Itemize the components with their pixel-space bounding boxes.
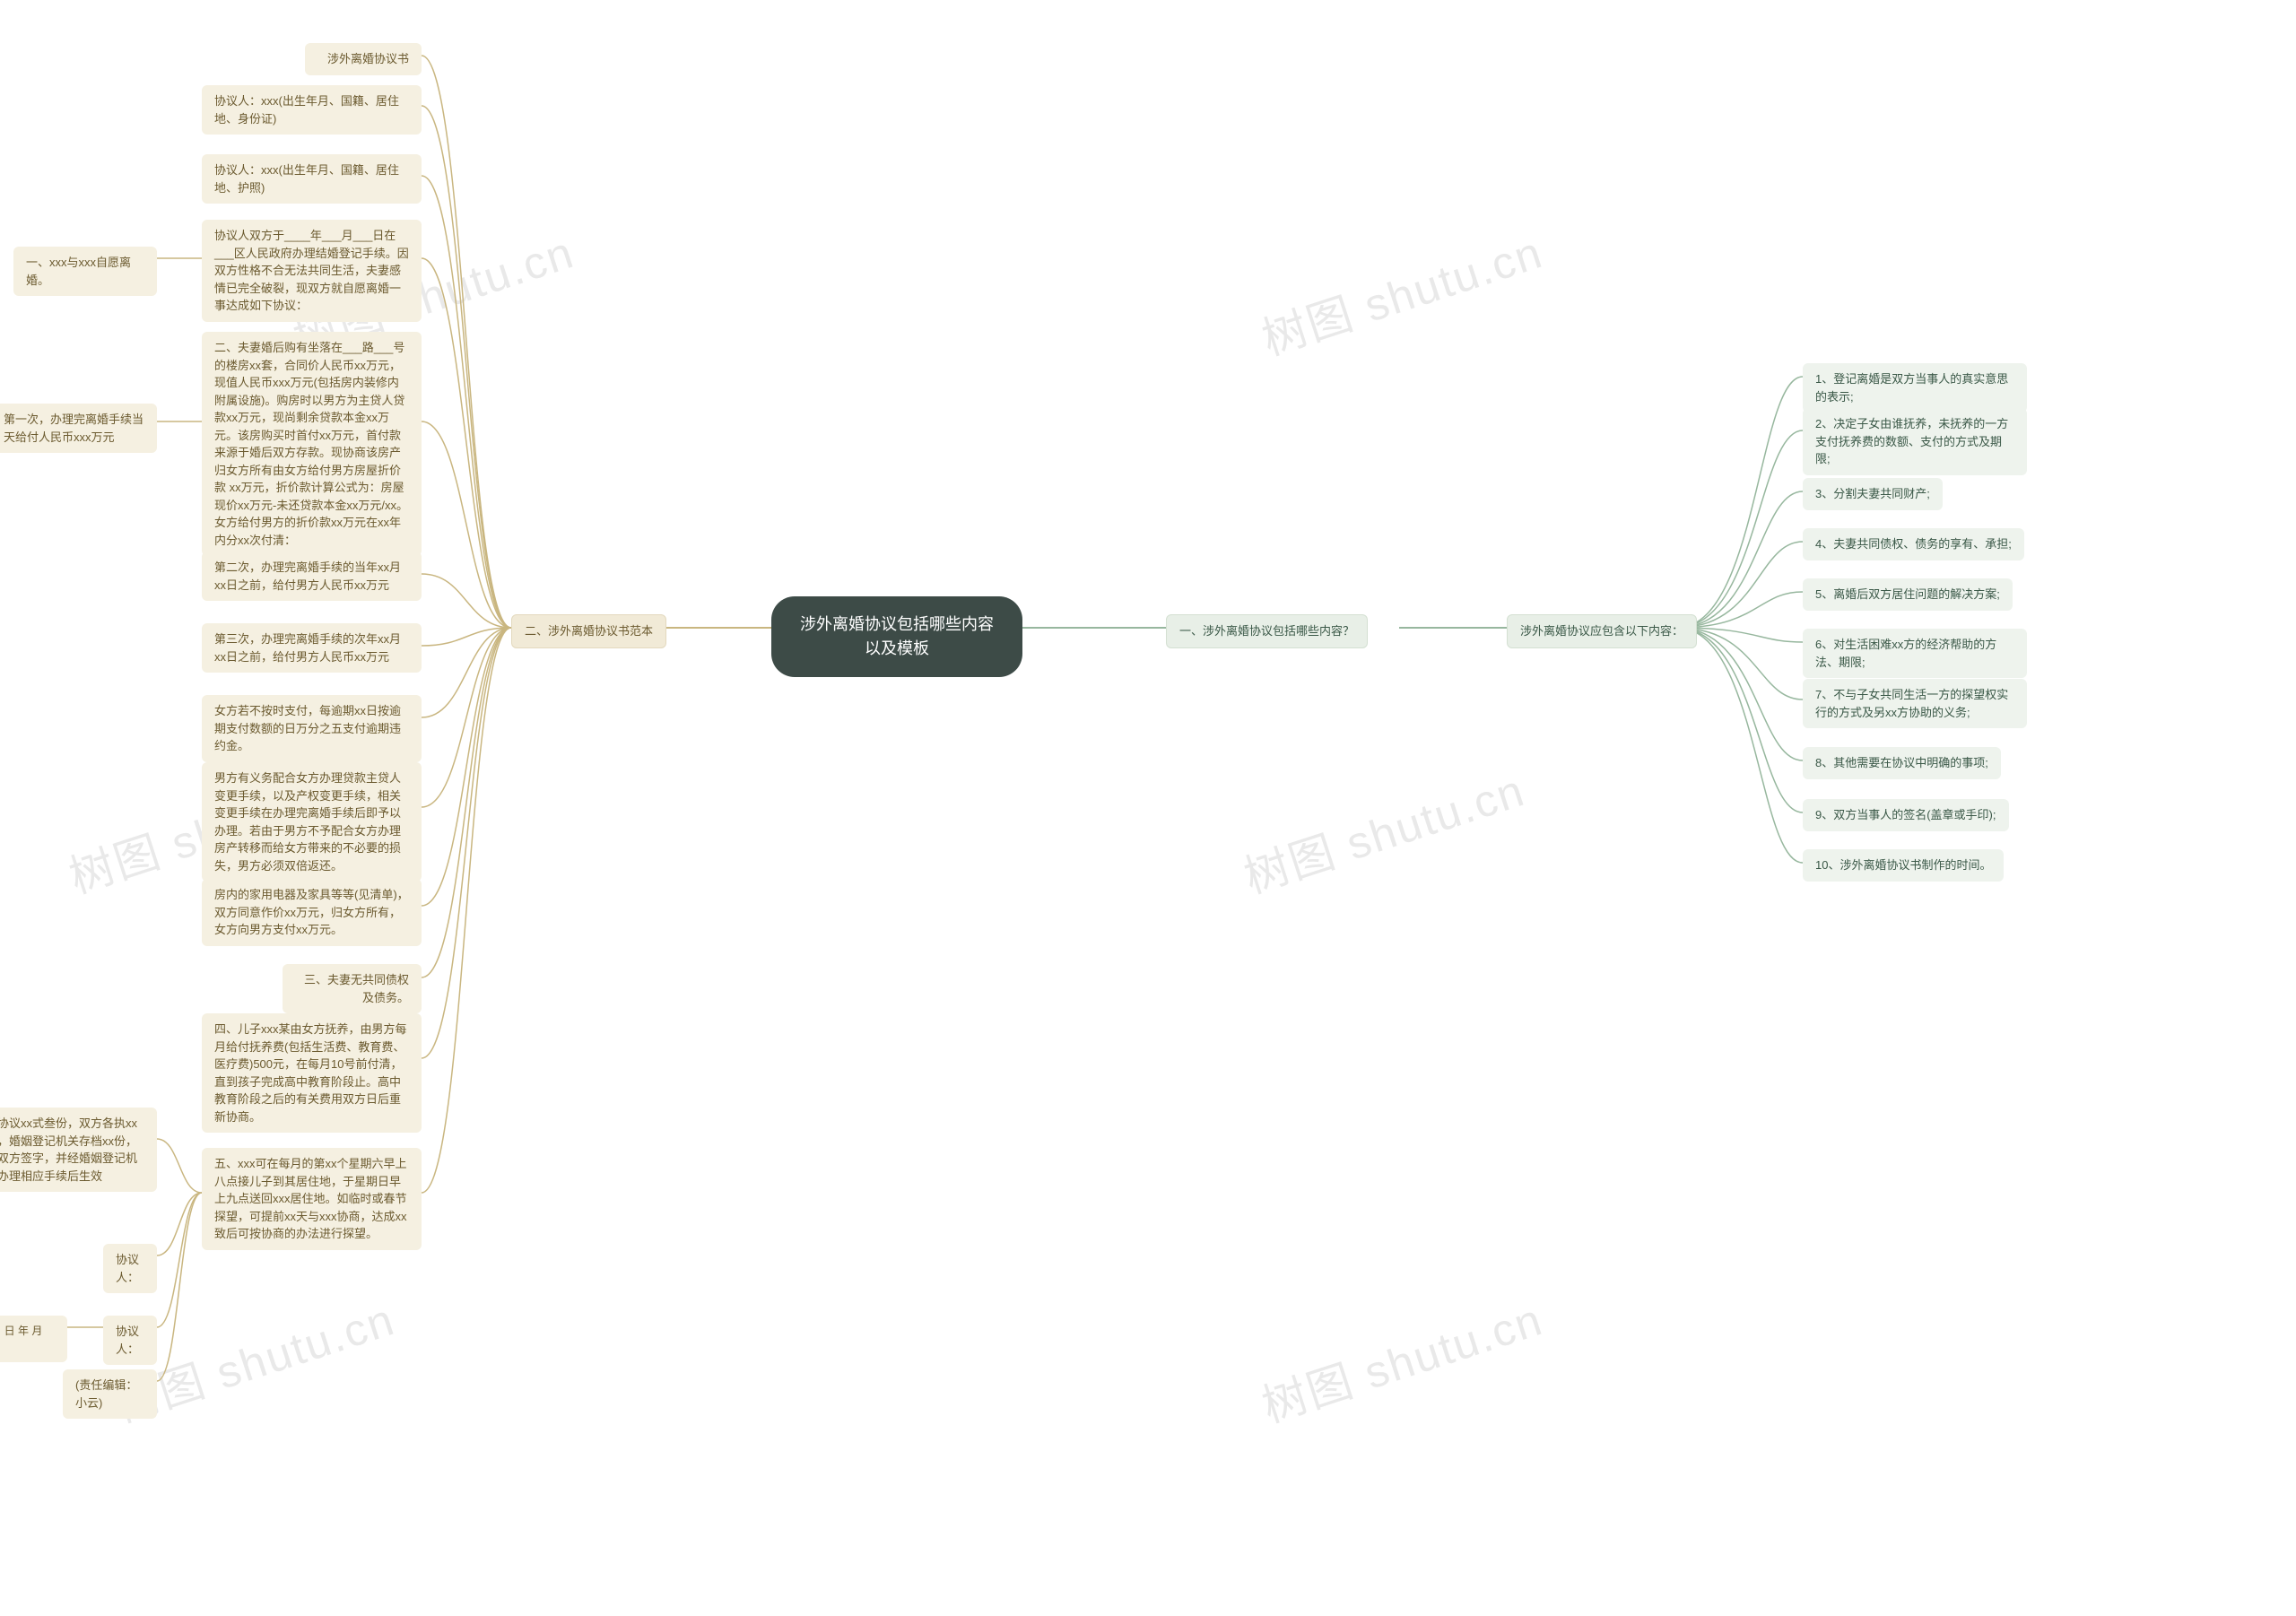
leaf-text: 4、夫妻共同债权、债务的享有、承担; <box>1815 537 2012 551</box>
leaf-right[interactable]: 5、离婚后双方居住问题的解决方案; <box>1803 578 2013 611</box>
leaf-text: 第二次，办理完离婚手续的当年xx月xx日之前，给付男方人民币xx万元 <box>214 560 401 592</box>
watermark: 树图 shutu.cn <box>1253 217 1550 369</box>
leaf-left-sub[interactable]: 本协议xx式叁份，双方各执xx份，婚姻登记机关存档xx份，在双方签字，并经婚姻登… <box>0 1108 157 1192</box>
leaf-left[interactable]: 第三次，办理完离婚手续的次年xx月xx日之前，给付男方人民币xx万元 <box>202 623 422 673</box>
leaf-left[interactable]: 房内的家用电器及家具等等(见清单)，双方同意作价xx万元，归女方所有，女方向男方… <box>202 879 422 946</box>
leaf-text: 第三次，办理完离婚手续的次年xx月xx日之前，给付男方人民币xx万元 <box>214 632 401 664</box>
leaf-text: 男方有义务配合女方办理贷款主贷人变更手续，以及产权变更手续，相关变更手续在办理完… <box>214 771 401 873</box>
leaf-text: 涉外离婚协议书 <box>327 52 409 65</box>
leaf-left-subsub[interactable]: 年 月 日 年 月 日 <box>0 1316 67 1362</box>
leaf-right[interactable]: 8、其他需要在协议中明确的事项; <box>1803 747 2001 779</box>
leaf-right[interactable]: 2、决定子女由谁抚养，未抚养的一方支付抚养费的数额、支付的方式及期限; <box>1803 408 2027 475</box>
leaf-right[interactable]: 10、涉外离婚协议书制作的时间。 <box>1803 849 2004 882</box>
leaf-right[interactable]: 6、对生活困难xx方的经济帮助的方法、期限; <box>1803 629 2027 678</box>
leaf-text: 一、xxx与xxx自愿离婚。 <box>26 256 131 287</box>
leaf-text: 第一次，办理完离婚手续当天给付人民币xxx万元 <box>4 413 144 444</box>
leaf-left[interactable]: 协议人双方于____年___月___日在___区人民政府办理结婚登记手续。因双方… <box>202 220 422 322</box>
leaf-text: 本协议xx式叁份，双方各执xx份，婚姻登记机关存档xx份，在双方签字，并经婚姻登… <box>0 1116 137 1183</box>
branch-right-1[interactable]: 一、涉外离婚协议包括哪些内容？ <box>1166 614 1368 648</box>
leaf-left[interactable]: 协议人：xxx(出生年月、国籍、居住地、护照) <box>202 154 422 204</box>
leaf-left-sub[interactable]: 协议人： <box>103 1316 157 1365</box>
leaf-right[interactable]: 7、不与子女共同生活一方的探望权实行的方式及另xx方协助的义务; <box>1803 679 2027 728</box>
leaf-text: 五、xxx可在每月的第xx个星期六早上八点接儿子到其居住地，于星期日早上九点送回… <box>214 1157 407 1240</box>
leaf-text: 女方若不按时支付，每逾期xx日按逾期支付数额的日万分之五支付逾期违约金。 <box>214 704 401 752</box>
leaf-text: 协议人： <box>116 1253 139 1284</box>
leaf-left-sub[interactable]: 协议人： <box>103 1244 157 1293</box>
leaf-left[interactable]: 第二次，办理完离婚手续的当年xx月xx日之前，给付男方人民币xx万元 <box>202 552 422 601</box>
leaf-text: 二、夫妻婚后购有坐落在___路___号的楼房xx套，合同价人民币xx万元，现值人… <box>214 341 408 547</box>
branch-label: 一、涉外离婚协议包括哪些内容？ <box>1179 624 1354 638</box>
leaf-text: 房内的家用电器及家具等等(见清单)，双方同意作价xx万元，归女方所有，女方向男方… <box>214 888 409 936</box>
leaf-text: 8、其他需要在协议中明确的事项; <box>1815 756 1988 769</box>
leaf-text: 四、儿子xxx某由女方抚养，由男方每月给付抚养费(包括生活费、教育费、医疗费)5… <box>214 1022 407 1124</box>
mindmap-canvas: 树图 shutu.cn 树图 shutu.cn 树图 shutu.cn 树图 s… <box>0 0 2296 1616</box>
leaf-text: 协议人： <box>116 1325 139 1356</box>
root-label: 涉外离婚协议包括哪些内容以及模板 <box>800 615 994 657</box>
leaf-left-sub[interactable]: 第一次，办理完离婚手续当天给付人民币xxx万元 <box>0 404 157 453</box>
leaf-text: 1、登记离婚是双方当事人的真实意思的表示; <box>1815 372 2008 404</box>
leaf-text: (责任编辑：小云) <box>75 1378 137 1410</box>
leaf-left[interactable]: 女方若不按时支付，每逾期xx日按逾期支付数额的日万分之五支付逾期违约金。 <box>202 695 422 762</box>
leaf-text: 6、对生活困难xx方的经济帮助的方法、期限; <box>1815 638 1996 669</box>
leaf-text: 7、不与子女共同生活一方的探望权实行的方式及另xx方协助的义务; <box>1815 688 2008 719</box>
leaf-text: 协议人：xxx(出生年月、国籍、居住地、身份证) <box>214 94 399 126</box>
leaf-left[interactable]: 三、夫妻无共同债权及债务。 <box>283 964 422 1013</box>
leaf-left-sub[interactable]: 一、xxx与xxx自愿离婚。 <box>13 247 157 296</box>
watermark: 树图 shutu.cn <box>1235 755 1532 907</box>
root-node[interactable]: 涉外离婚协议包括哪些内容以及模板 <box>771 596 1022 677</box>
branch-left-2[interactable]: 二、涉外离婚协议书范本 <box>511 614 666 648</box>
leaf-right[interactable]: 1、登记离婚是双方当事人的真实意思的表示; <box>1803 363 2027 413</box>
leaf-left[interactable]: 涉外离婚协议书 <box>305 43 422 75</box>
leaf-text: 三、夫妻无共同债权及债务。 <box>304 973 409 1004</box>
leaf-left[interactable]: 协议人：xxx(出生年月、国籍、居住地、身份证) <box>202 85 422 135</box>
leaf-text: 9、双方当事人的签名(盖章或手印); <box>1815 808 1996 821</box>
leaf-left[interactable]: 四、儿子xxx某由女方抚养，由男方每月给付抚养费(包括生活费、教育费、医疗费)5… <box>202 1013 422 1133</box>
leaf-right[interactable]: 3、分割夫妻共同财产; <box>1803 478 1943 510</box>
leaf-text: 10、涉外离婚协议书制作的时间。 <box>1815 858 1991 872</box>
branch-label: 涉外离婚协议应包含以下内容： <box>1520 624 1683 638</box>
watermark: 树图 shutu.cn <box>1253 1284 1550 1436</box>
leaf-text: 5、离婚后双方居住问题的解决方案; <box>1815 587 2000 601</box>
leaf-left-sub[interactable]: (责任编辑：小云) <box>63 1369 157 1419</box>
leaf-left[interactable]: 二、夫妻婚后购有坐落在___路___号的楼房xx套，合同价人民币xx万元，现值人… <box>202 332 422 556</box>
leaf-left[interactable]: 男方有义务配合女方办理贷款主贷人变更手续，以及产权变更手续，相关变更手续在办理完… <box>202 762 422 882</box>
leaf-text: 3、分割夫妻共同财产; <box>1815 487 1930 500</box>
leaf-right[interactable]: 9、双方当事人的签名(盖章或手印); <box>1803 799 2009 831</box>
leaf-text: 年 月 日 年 月 日 <box>0 1325 42 1353</box>
leaf-left[interactable]: 五、xxx可在每月的第xx个星期六早上八点接儿子到其居住地，于星期日早上九点送回… <box>202 1148 422 1250</box>
leaf-text: 2、决定子女由谁抚养，未抚养的一方支付抚养费的数额、支付的方式及期限; <box>1815 417 2008 465</box>
leaf-right[interactable]: 4、夫妻共同债权、债务的享有、承担; <box>1803 528 2024 560</box>
leaf-text: 协议人双方于____年___月___日在___区人民政府办理结婚登记手续。因双方… <box>214 229 409 312</box>
branch-right-1-child[interactable]: 涉外离婚协议应包含以下内容： <box>1507 614 1697 648</box>
branch-label: 二、涉外离婚协议书范本 <box>525 624 653 638</box>
leaf-text: 协议人：xxx(出生年月、国籍、居住地、护照) <box>214 163 399 195</box>
